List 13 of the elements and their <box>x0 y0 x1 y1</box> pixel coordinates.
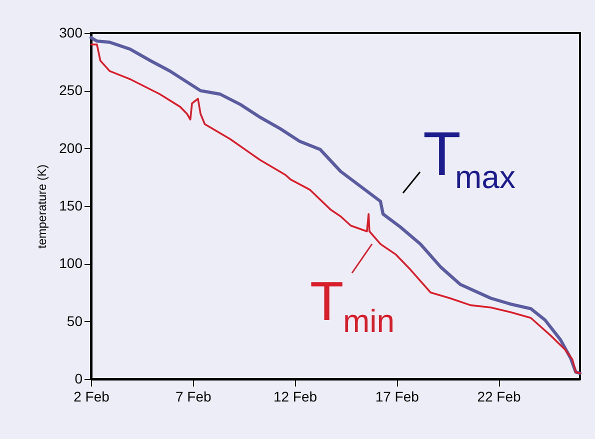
y-tick-label: 300 <box>59 24 83 40</box>
x-tick-label: 12 Feb <box>273 388 318 404</box>
y-tick-label: 250 <box>59 82 83 98</box>
y-tick-label: 200 <box>59 140 83 156</box>
y-tick-label: 100 <box>59 255 83 272</box>
x-tick-label: 2 Feb <box>74 388 110 404</box>
x-tick-label: 7 Feb <box>175 388 212 404</box>
y-tick-label: 150 <box>59 198 83 214</box>
x-tick-label: 17 Feb <box>375 388 420 404</box>
y-tick-label: 50 <box>66 312 83 329</box>
y-axis-title: temperature (K) <box>35 164 50 249</box>
x-tick-label: 22 Feb <box>477 388 522 404</box>
y-tick-label: 0 <box>74 370 83 386</box>
